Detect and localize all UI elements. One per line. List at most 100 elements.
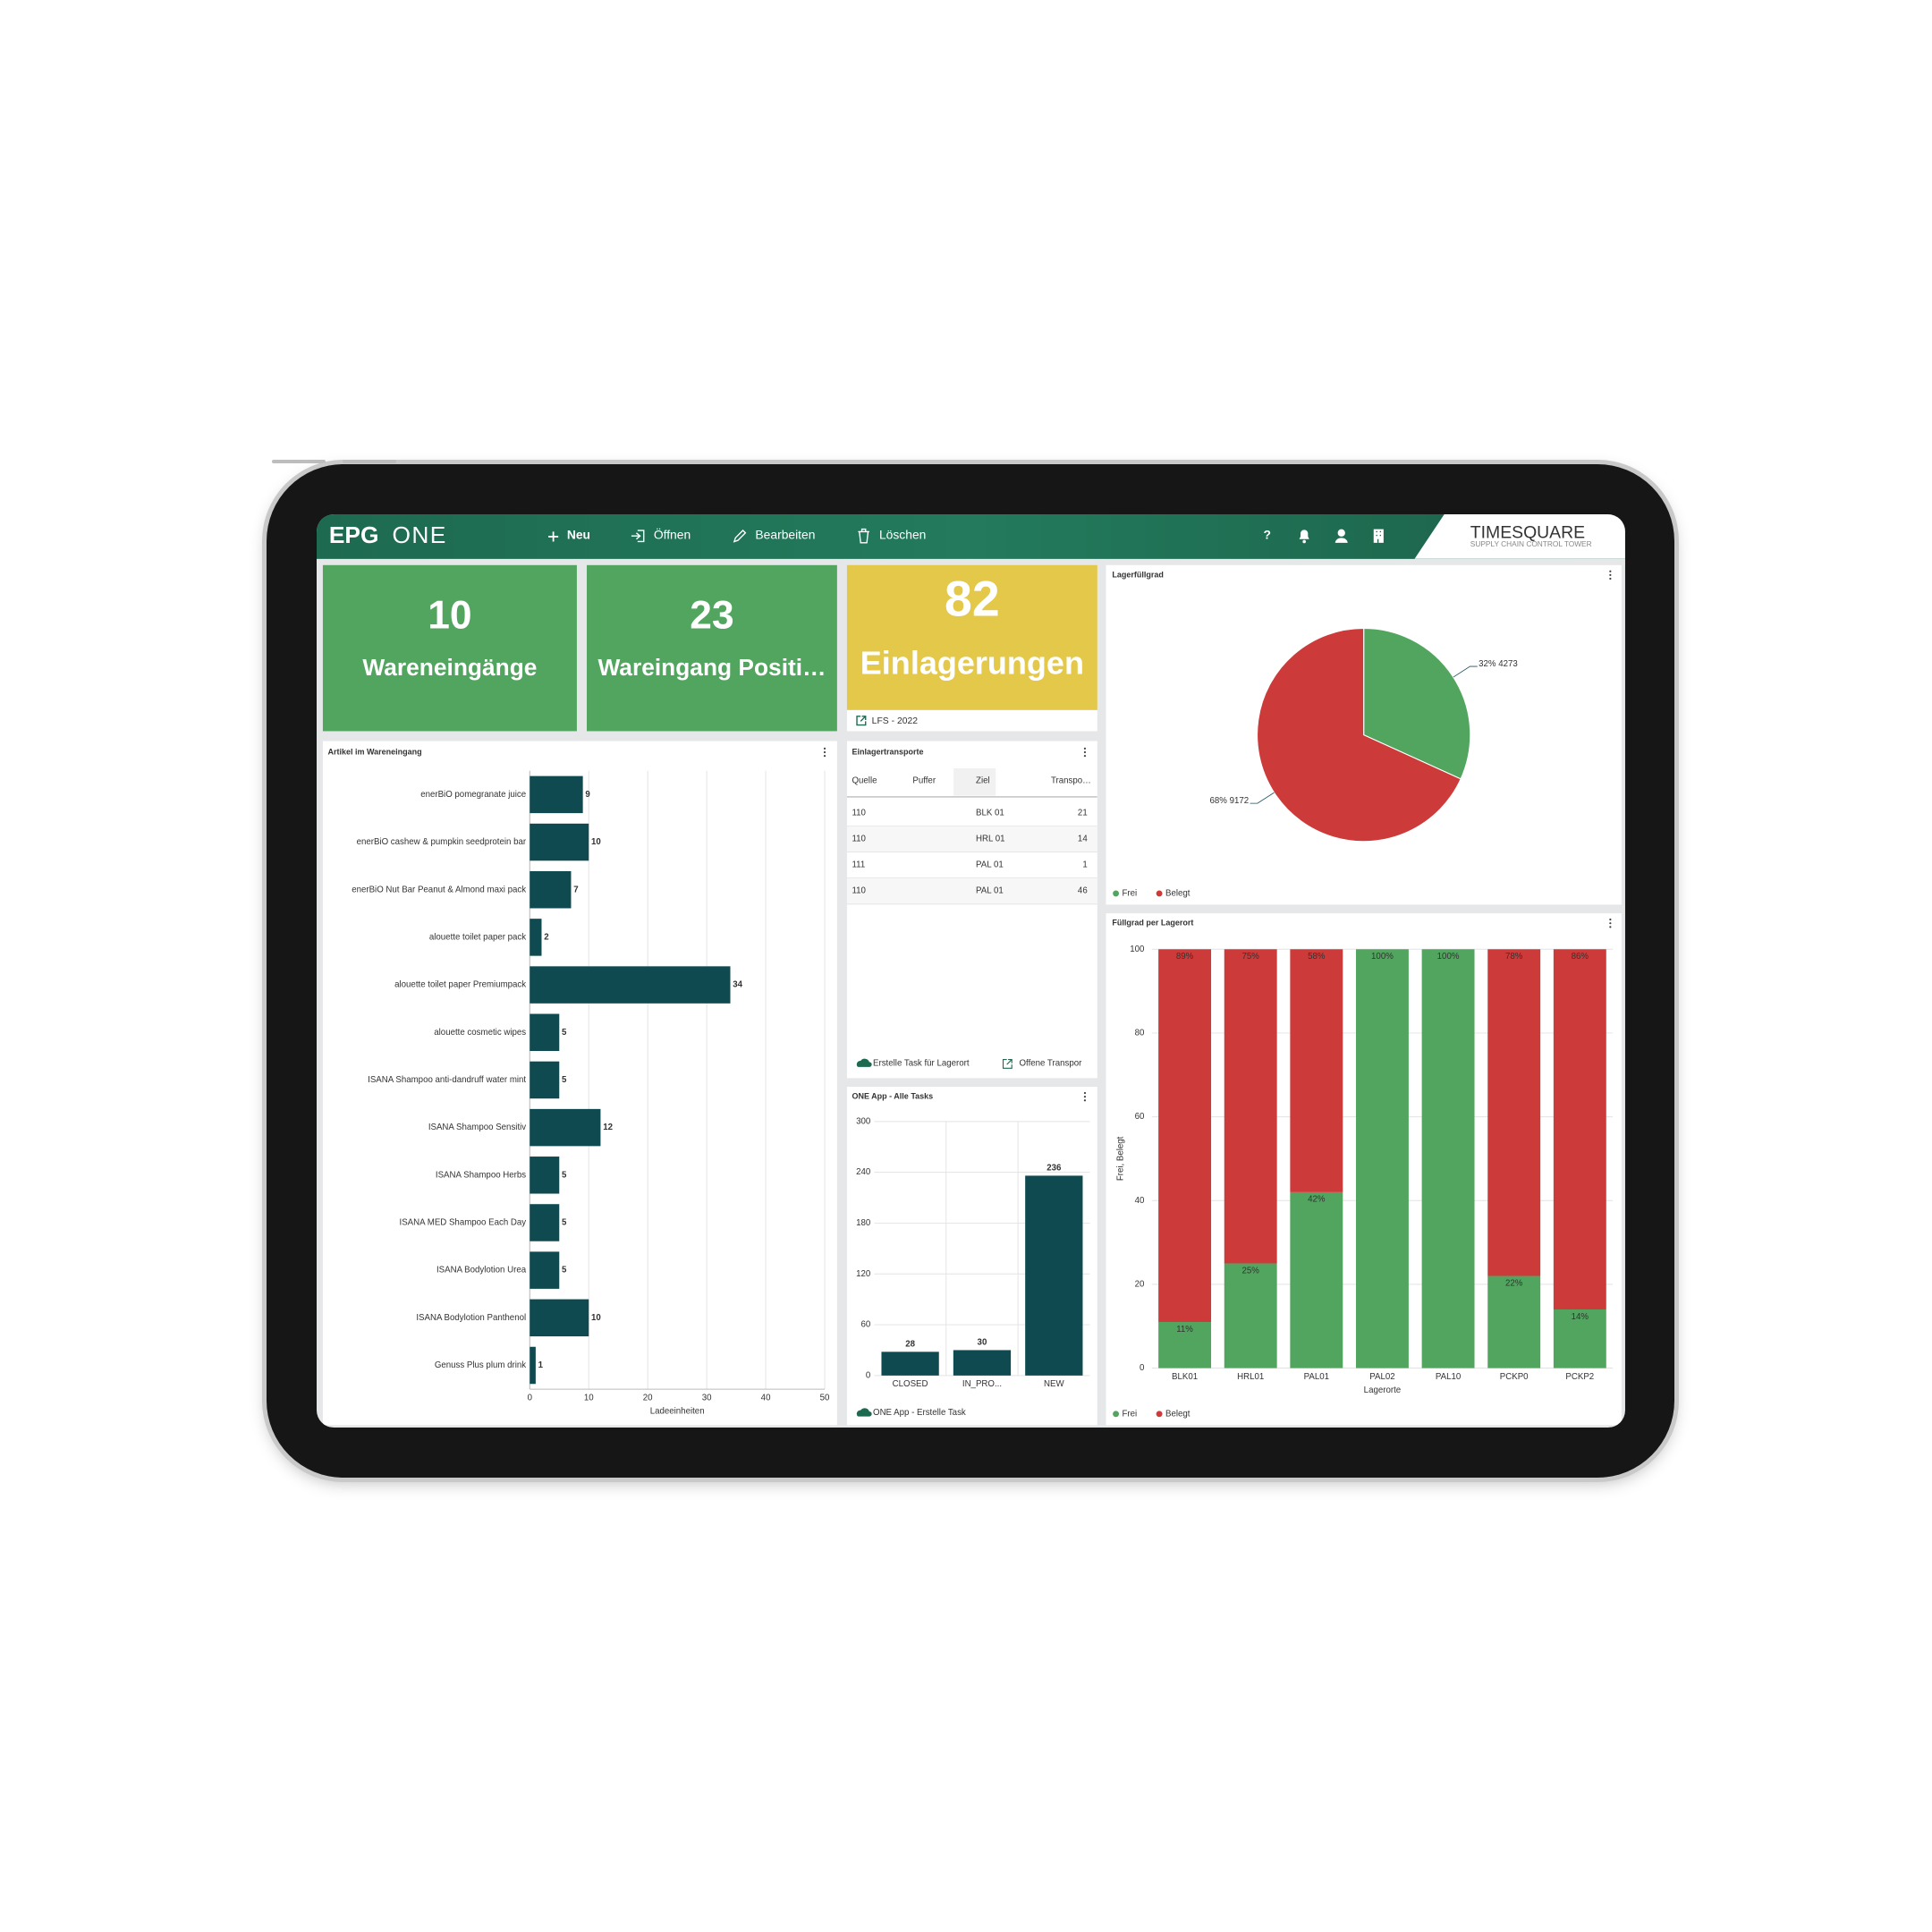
data-label: 1: [538, 1360, 544, 1370]
logo: EPG: [328, 522, 379, 549]
link-icon: [1002, 1059, 1013, 1069]
y-tick-label: 300: [856, 1116, 871, 1126]
bar: [530, 870, 572, 909]
user-icon[interactable]: [1334, 528, 1349, 544]
y-tick-label: 100: [1130, 945, 1145, 954]
menu-dot: [823, 750, 826, 754]
x-tick-label: 10: [584, 1393, 594, 1402]
x-tick-label: PAL02: [1369, 1372, 1394, 1382]
row-stripe: [846, 826, 1097, 853]
y-tick-label: ISANA Bodylotion Panthenol: [416, 1313, 526, 1323]
x-tick-label: PAL10: [1436, 1372, 1462, 1382]
bar: [530, 966, 731, 1004]
kpi-value: 82: [945, 572, 1000, 628]
data-label: 2: [544, 932, 548, 942]
menu-dot: [1083, 747, 1087, 750]
kpi-link[interactable]: LFS - 2022: [871, 715, 919, 726]
data-label: 78%: [1505, 952, 1523, 962]
building-icon[interactable]: [1372, 528, 1385, 544]
bar: [530, 1157, 560, 1194]
data-label: 236: [1046, 1164, 1062, 1174]
chart-title: Artikel im Wareneingang: [327, 747, 421, 756]
data-label: 7: [573, 885, 578, 894]
data-label: 68% 9172: [1210, 796, 1250, 806]
bar: [530, 1061, 560, 1099]
menu-dot: [1609, 577, 1612, 580]
help-icon[interactable]: ?: [1263, 529, 1271, 543]
action-link[interactable]: ONE App - Erstelle Task: [873, 1408, 966, 1418]
table-cell: HRL 01: [976, 835, 1005, 844]
brand-subtitle: SUPPLY CHAIN CONTROL TOWER: [1470, 541, 1592, 549]
y-tick-label: enerBiO pomegranate juice: [420, 790, 526, 800]
hw-button: [343, 460, 396, 463]
y-tick-label: enerBiO cashew & pumpkin seedprotein bar: [357, 837, 527, 847]
stacked-bar-chart: Füllgrad per Lagerort 0 20 40 60 80 100 11% 89% B…: [1112, 919, 1614, 1419]
column-header: Transpo…: [1051, 775, 1091, 785]
action-link[interactable]: Offene Transpor: [1020, 1058, 1083, 1068]
data-label: 22%: [1505, 1278, 1523, 1288]
bar-segment: [1290, 1191, 1343, 1368]
kpi-label: Wareneingänge: [362, 655, 538, 682]
x-tick-label: PAL01: [1304, 1372, 1329, 1382]
logo: ONE: [392, 522, 447, 549]
menu-edit[interactable]: Bearbeiten: [755, 529, 816, 543]
menu-new[interactable]: Neu: [566, 529, 591, 543]
legend-swatch: [1113, 1411, 1120, 1418]
x-tick-label: 40: [761, 1393, 771, 1402]
data-label: 100%: [1437, 952, 1460, 962]
bar-segment: [1355, 949, 1409, 1368]
data-label: 12: [603, 1123, 613, 1132]
table-cell: PAL 01: [976, 886, 1004, 896]
screen: EPG ONE Neu Öffnen Bearbeiten Löschen ? …: [317, 514, 1625, 1428]
bell-icon[interactable]: [1297, 528, 1312, 544]
leader-line: [1453, 665, 1478, 678]
data-label: 28: [905, 1340, 915, 1350]
pie-chart: Lagerfüllgrad 32% 4273 68% 9172 Frei Belegt: [1112, 570, 1612, 898]
x-tick-label: 20: [643, 1393, 653, 1402]
row-stripe: [846, 878, 1097, 905]
bar-segment: [1224, 949, 1277, 1264]
data-label: 11%: [1176, 1325, 1193, 1335]
y-tick-label: 60: [1135, 1112, 1145, 1122]
menu-delete[interactable]: Löschen: [878, 529, 927, 543]
x-tick-label: HRL01: [1237, 1372, 1264, 1382]
kpi-label: Wareingang Positi…: [597, 655, 826, 682]
legend-label: Frei: [1123, 888, 1138, 898]
menu-dot: [1609, 570, 1612, 572]
menu-open[interactable]: Öffnen: [653, 529, 691, 543]
bar-segment: [1487, 949, 1541, 1276]
legend-swatch: [1156, 1411, 1163, 1418]
menu-dot: [1083, 1099, 1087, 1102]
column-header: Puffer: [912, 775, 936, 785]
menu-dot: [1083, 755, 1087, 758]
link-icon: [856, 716, 867, 726]
bar: [530, 823, 589, 861]
bar: [530, 919, 542, 956]
leader-line: [1250, 792, 1275, 804]
bar-segment: [1553, 1309, 1606, 1368]
y-tick-label: enerBiO Nut Bar Peanut & Almond maxi pac…: [352, 885, 526, 894]
kpi-tile[interactable]: 82 Einlagerungen: [846, 564, 1097, 710]
data-label: 25%: [1242, 1266, 1260, 1275]
bar-segment: [1290, 949, 1343, 1192]
hw-button: [272, 460, 326, 463]
open-icon: [631, 530, 645, 543]
panel: ONE App - Alle Tasks 0 60 120 180 240 300 28 CLO…: [846, 1087, 1097, 1426]
chart-title: ONE App - Alle Tasks: [852, 1092, 933, 1101]
kpi-tile[interactable]: 10 Wareneingänge: [322, 564, 577, 732]
y-tick-label: ISANA Shampoo Sensitiv: [428, 1123, 526, 1132]
data-label: 30: [978, 1338, 987, 1348]
kpi-tile[interactable]: 23 Wareingang Positi…: [587, 564, 837, 732]
y-tick-label: 60: [860, 1320, 870, 1330]
data-label: 58%: [1308, 952, 1326, 962]
legend-label: Belegt: [1165, 888, 1191, 898]
chart-title: Lagerfüllgrad: [1112, 570, 1164, 579]
header: EPG ONE Neu Öffnen Bearbeiten Löschen ? …: [317, 514, 1625, 559]
table-cell: 110: [852, 835, 866, 844]
action-link[interactable]: Erstelle Task für Lagerort: [873, 1058, 970, 1068]
table-cell: 1: [1082, 860, 1087, 870]
data-label: 34: [733, 980, 742, 990]
table-panel: Einlagertransporte Quelle Puffer Ziel Transp…: [846, 741, 1097, 1079]
x-tick-label: PCKP2: [1565, 1372, 1594, 1382]
x-tick-label: 50: [820, 1393, 830, 1402]
